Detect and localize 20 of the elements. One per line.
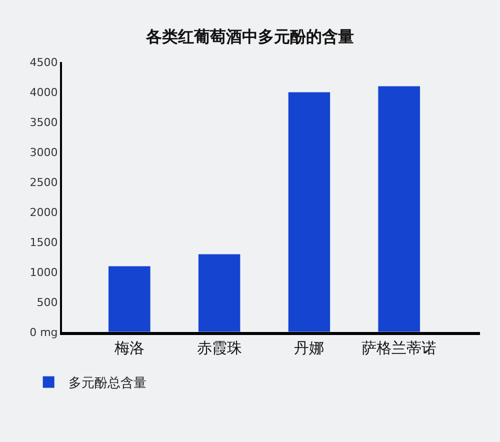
y-tick-label: 2500 xyxy=(30,176,58,189)
y-tick-label: 2000 xyxy=(30,206,58,219)
bar xyxy=(288,92,331,332)
y-tick-label: 0 mg xyxy=(30,326,58,339)
x-tick-label: 萨格兰蒂诺 xyxy=(362,339,437,357)
x-tick-label: 梅洛 xyxy=(113,339,144,357)
bar xyxy=(198,254,241,332)
y-tick-label: 4500 xyxy=(30,56,58,69)
y-tick-label: 3500 xyxy=(30,116,58,129)
y-tick-label: 4000 xyxy=(30,86,58,99)
y-tick-label: 3000 xyxy=(30,146,58,159)
y-tick-label: 500 xyxy=(36,296,58,309)
chart-title: 各类红葡萄酒中多元酚的含量 xyxy=(145,27,354,46)
bar xyxy=(378,86,420,332)
legend-label: 多元酚总含量 xyxy=(68,376,147,392)
x-tick-label: 赤霞珠 xyxy=(196,339,242,357)
y-tick-label: 1000 xyxy=(30,266,58,279)
bar xyxy=(108,266,151,332)
x-tick-label: 丹娜 xyxy=(294,339,324,357)
y-tick-label: 1500 xyxy=(30,236,58,249)
